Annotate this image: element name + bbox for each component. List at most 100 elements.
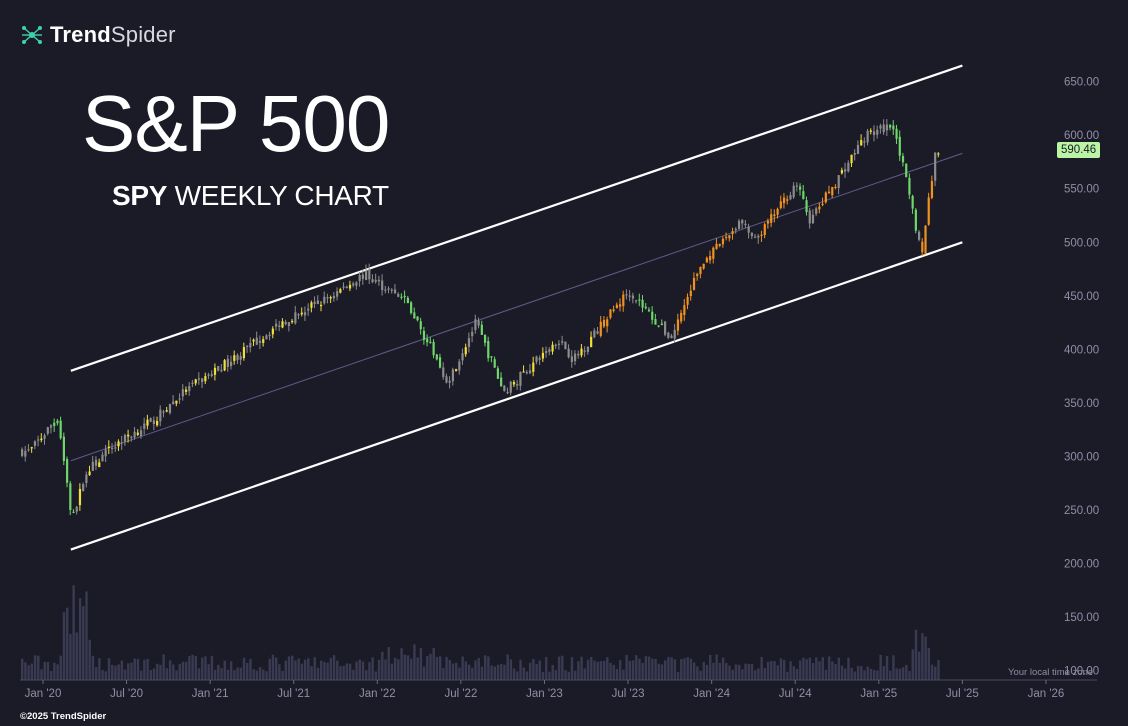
candle-body xyxy=(853,152,856,155)
volume-bar xyxy=(921,633,924,680)
candle-body xyxy=(741,219,744,224)
volume-bar xyxy=(281,670,284,680)
candle-body xyxy=(911,195,914,209)
candle-body xyxy=(220,369,223,372)
volume-bar xyxy=(258,667,262,680)
volume-bar xyxy=(139,670,143,680)
candle-body xyxy=(496,368,500,379)
volume-bar xyxy=(673,659,677,680)
candle-body xyxy=(278,325,281,327)
volume-bar xyxy=(573,670,577,680)
candle-body xyxy=(471,331,474,337)
candle-body xyxy=(226,358,229,367)
candle-body xyxy=(699,266,702,275)
volume-bar xyxy=(410,658,413,680)
candle-body xyxy=(445,376,448,383)
candle-body xyxy=(689,290,692,297)
channel-midline xyxy=(70,152,963,462)
volume-bar xyxy=(422,666,426,680)
volume-bar xyxy=(911,649,914,680)
candle-body xyxy=(786,199,789,201)
volume-bar xyxy=(927,647,931,680)
candle-body xyxy=(307,308,310,311)
candle-body xyxy=(850,154,853,164)
volume-bar xyxy=(467,664,471,680)
volume-bar xyxy=(27,665,30,680)
candle-body xyxy=(233,355,236,361)
y-tick-label: 550.00 xyxy=(1064,184,1099,196)
candle-body xyxy=(532,362,535,372)
candle-body xyxy=(316,300,319,304)
candle-body xyxy=(152,420,156,425)
candle-body xyxy=(606,319,609,327)
volume-bar xyxy=(757,668,760,680)
volume-bar xyxy=(393,657,397,680)
candle-body xyxy=(715,243,718,249)
volume-bar xyxy=(21,658,24,680)
candle-body xyxy=(197,378,201,380)
last-price-tag: 590.46 xyxy=(1057,142,1101,158)
volume-bar xyxy=(934,666,937,680)
candle-body xyxy=(377,279,381,282)
candle-body xyxy=(667,332,670,338)
volume-bar xyxy=(438,656,442,680)
candle-body xyxy=(602,320,606,327)
candle-body xyxy=(40,438,43,441)
volume-bar xyxy=(94,667,98,680)
candle-body xyxy=(387,288,390,290)
volume-bar xyxy=(702,661,705,680)
spider-network-icon xyxy=(22,26,42,44)
candle-body xyxy=(673,329,676,339)
candle-body xyxy=(91,461,94,471)
volume-bar xyxy=(641,662,644,680)
candle-body xyxy=(111,447,114,449)
volume-bar xyxy=(509,659,513,680)
candle-body xyxy=(885,124,889,131)
candle-body xyxy=(824,192,827,203)
volume-bar xyxy=(699,670,702,680)
volume-bar xyxy=(882,666,886,680)
candle-body xyxy=(56,420,59,424)
volume-bar xyxy=(657,663,660,680)
y-tick-label: 250.00 xyxy=(1064,505,1099,517)
candle-body xyxy=(615,304,618,308)
volume-bar xyxy=(201,657,204,680)
candle-body xyxy=(358,275,361,282)
volume-bar xyxy=(123,669,127,680)
candle-body xyxy=(635,300,638,302)
candle-body xyxy=(390,289,393,291)
candle-body xyxy=(336,291,339,297)
candle-body xyxy=(876,129,879,135)
candle-body xyxy=(638,299,641,301)
volume-bar xyxy=(342,665,345,680)
volume-bar xyxy=(37,655,40,680)
volume-bar xyxy=(294,660,297,680)
volume-bar xyxy=(664,660,667,680)
volume-bar xyxy=(345,663,349,680)
x-tick-label: Jan '25 xyxy=(860,688,897,700)
candle-body xyxy=(837,175,840,189)
volume-bar xyxy=(435,656,439,680)
candle-body xyxy=(442,367,445,377)
volume-bar xyxy=(889,670,892,680)
candle-body xyxy=(625,294,628,296)
volume-bar xyxy=(348,663,352,680)
volume-bar xyxy=(181,661,185,680)
candle-body xyxy=(303,312,307,316)
y-tick-label: 400.00 xyxy=(1064,344,1099,356)
candle-body xyxy=(827,191,831,194)
volume-bar xyxy=(522,667,525,680)
candle-body xyxy=(374,279,377,282)
candle-body xyxy=(393,289,397,294)
volume-bar xyxy=(194,656,198,680)
candle-body xyxy=(165,410,168,412)
volume-bar xyxy=(808,657,812,680)
candle-body xyxy=(612,309,615,312)
candle-body xyxy=(313,301,316,304)
volume-bar xyxy=(274,657,278,680)
volume-bar xyxy=(455,662,458,680)
volume-bar xyxy=(239,667,243,680)
candle-body xyxy=(419,321,422,330)
candle-body xyxy=(696,273,699,277)
candle-body xyxy=(483,334,487,343)
